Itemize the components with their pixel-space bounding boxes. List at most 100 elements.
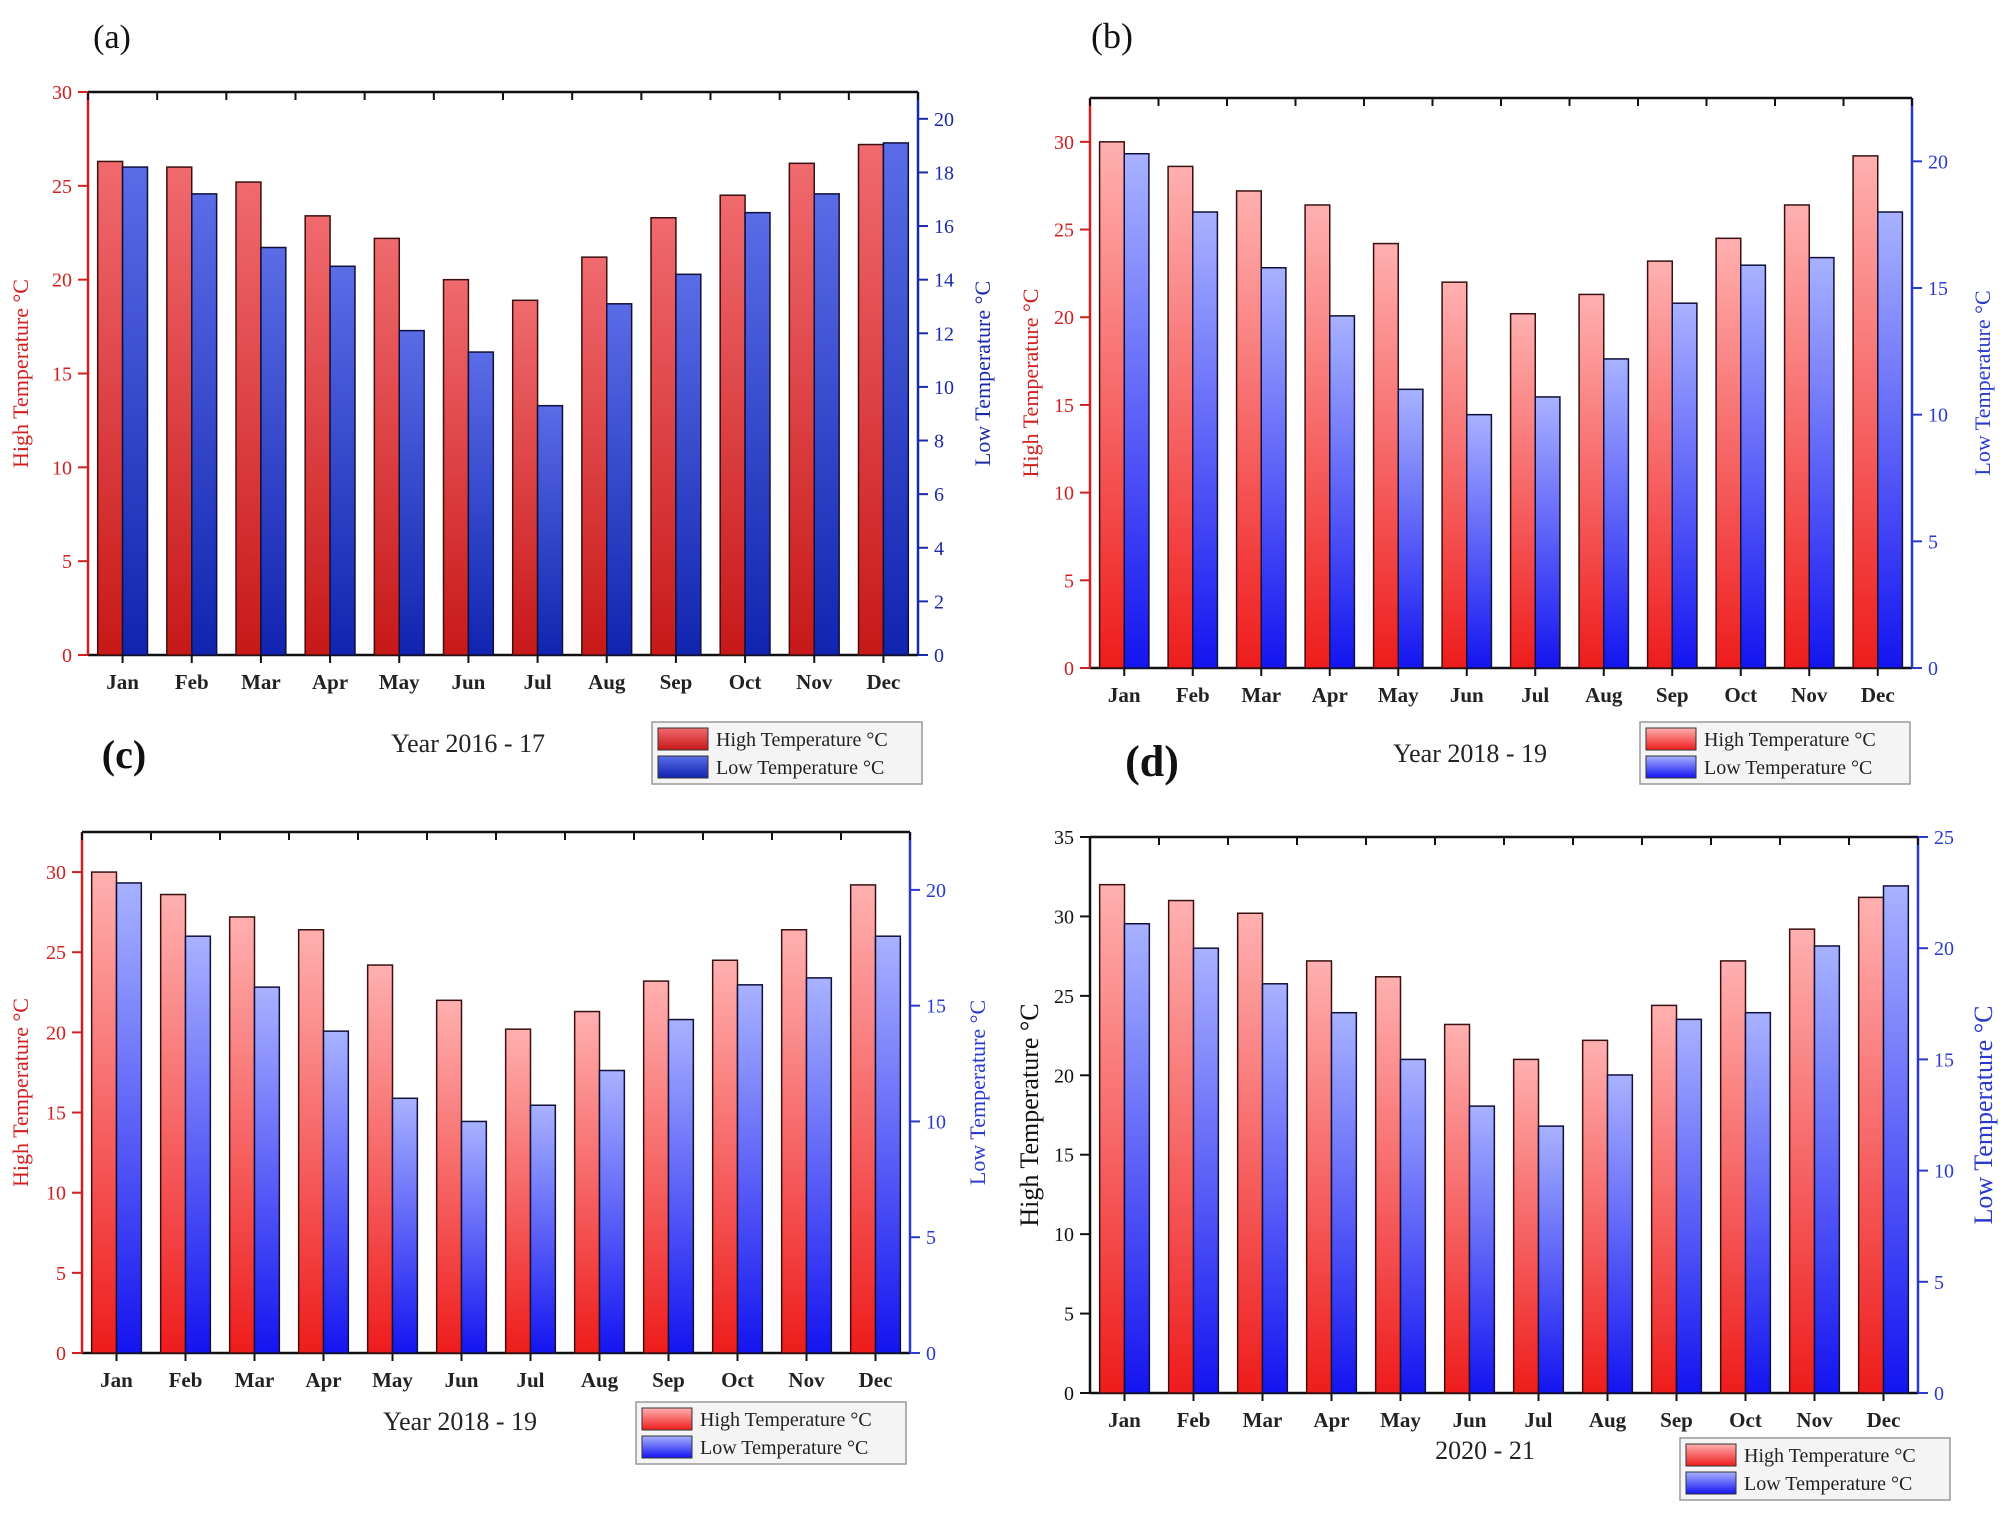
right-tick-label: 2 — [934, 591, 944, 613]
x-tick-label: Sep — [1660, 1408, 1693, 1432]
chart-title: 2020 - 21 — [1435, 1436, 1535, 1465]
bar-low-oct — [1740, 264, 1767, 669]
legend-label-high: High Temperature °C — [1744, 1445, 1916, 1467]
bar-high-jun — [1441, 281, 1468, 669]
bar-low-apr — [1330, 1011, 1358, 1394]
x-tick-label: Apr — [1312, 683, 1348, 707]
right-tick-label: 0 — [1934, 1383, 1944, 1405]
chart-title: Year 2016 - 17 — [391, 729, 545, 758]
bar-low-feb — [1192, 211, 1219, 669]
left-tick-label: 25 — [1054, 986, 1074, 1008]
bar-high-jul — [1509, 312, 1536, 669]
left-tick-label: 20 — [52, 270, 72, 292]
bar-low-feb — [184, 935, 212, 1354]
legend-label-high: High Temperature °C — [716, 729, 888, 751]
x-tick-label: Apr — [312, 670, 348, 694]
legend: High Temperature °C Low Temperature °C — [635, 1401, 907, 1465]
left-tick-label: 30 — [1054, 132, 1074, 154]
left-tick-label: 15 — [52, 364, 72, 386]
x-tick-label: Feb — [169, 1368, 203, 1392]
chart-title: Year 2018 - 19 — [1393, 739, 1547, 768]
bar-high-may — [1374, 976, 1402, 1394]
bar-high-oct — [719, 194, 746, 656]
left-tick-label: 20 — [46, 1022, 66, 1044]
bar-high-jun — [1443, 1023, 1471, 1394]
x-tick-label: Jan — [106, 670, 139, 694]
legend-swatch-low — [1645, 755, 1697, 779]
bar-high-jul — [511, 299, 539, 656]
x-tick-label: Oct — [729, 670, 762, 694]
left-tick-label: 20 — [1054, 307, 1074, 329]
legend-label-low: Low Temperature °C — [716, 757, 884, 779]
bar-high-mar — [228, 916, 256, 1354]
bar-low-aug — [1603, 358, 1630, 669]
x-tick-label: Sep — [1656, 683, 1689, 707]
bar-high-mar — [1236, 912, 1264, 1394]
bar-low-sep — [667, 1018, 695, 1354]
chart-panel-d: (d) 0 5 10 15 20 25 30 35 0 5 10 15 20 25 Jan Feb Mar Apr M… — [1000, 737, 2008, 1511]
legend-label-low: Low Temperature °C — [1704, 757, 1872, 779]
right-tick-label: 15 — [1928, 278, 1948, 300]
bar-low-jun — [467, 351, 495, 656]
bar-high-feb — [166, 166, 193, 656]
right-tick-label: 18 — [934, 162, 954, 184]
y-axis-title: High Temperature °C — [8, 279, 33, 468]
bar-low-sep — [1675, 1018, 1703, 1394]
chart-a-svg: (a) 0 5 10 15 20 25 30 0 2 4 6 8 10 12 14 16 18 20 Jan Feb Ma… — [8, 19, 995, 785]
bar-high-jan — [96, 160, 124, 656]
bar-low-oct — [736, 984, 764, 1354]
right-tick-label: 20 — [934, 109, 954, 131]
bar-low-mar — [253, 986, 281, 1354]
right-tick-label: 15 — [1934, 1049, 1954, 1071]
bar-low-may — [1397, 388, 1424, 669]
bar-high-may — [1372, 242, 1399, 669]
bar-low-oct — [1744, 1011, 1772, 1394]
legend-label-high: High Temperature °C — [1704, 729, 1876, 751]
legend-label-high: High Temperature °C — [700, 1409, 872, 1431]
bar-high-apr — [297, 929, 325, 1354]
chart-c-svg: (c) 0 5 10 15 20 25 30 0 5 10 15 20 Jan Feb Mar Apr May Ju… — [8, 732, 990, 1465]
right-tick-label: 5 — [926, 1227, 936, 1249]
left-tick-label: 25 — [52, 176, 72, 198]
left-tick-label: 10 — [52, 457, 72, 479]
x-tick-label: Nov — [788, 1368, 825, 1392]
bar-high-nov — [780, 929, 808, 1354]
left-tick-label: 5 — [1064, 570, 1074, 592]
bar-low-dec — [882, 142, 910, 656]
left-tick-label: 35 — [1054, 827, 1074, 849]
bar-high-aug — [1581, 1039, 1609, 1394]
left-tick-label: 0 — [62, 645, 72, 667]
left-tick-label: 15 — [1054, 1145, 1074, 1167]
legend-swatch-high — [657, 727, 709, 751]
legend-swatch-high — [1685, 1443, 1737, 1467]
left-tick-label: 20 — [1054, 1065, 1074, 1087]
right-tick-label: 0 — [1928, 658, 1938, 680]
legend-swatch-high — [641, 1407, 693, 1431]
right-tick-label: 20 — [1928, 151, 1948, 173]
legend-swatch-low — [657, 755, 709, 779]
right-tick-label: 10 — [934, 377, 954, 399]
left-tick-label: 5 — [1064, 1304, 1074, 1326]
bar-low-jul — [1537, 1125, 1565, 1394]
left-tick-label: 10 — [1054, 483, 1074, 505]
left-tick-label: 10 — [46, 1183, 66, 1205]
legend-swatch-high — [1645, 727, 1697, 751]
left-tick-label: 30 — [52, 82, 72, 104]
bar-low-sep — [675, 273, 702, 656]
bar-high-jul — [1512, 1058, 1540, 1394]
bar-low-jan — [1123, 152, 1150, 669]
bar-low-nov — [1813, 945, 1841, 1394]
bar-low-jan — [121, 166, 149, 656]
x-tick-label: Dec — [1867, 1408, 1901, 1432]
x-tick-label: Nov — [1796, 1408, 1833, 1432]
bar-high-dec — [849, 884, 877, 1354]
bar-high-sep — [642, 980, 670, 1354]
x-tick-label: Oct — [1729, 1408, 1762, 1432]
x-tick-label: Aug — [1589, 1408, 1627, 1432]
left-tick-label: 5 — [62, 551, 72, 573]
x-tick-label: Jun — [445, 1368, 479, 1392]
y2-axis-title: Low Temperature °C — [965, 1000, 990, 1185]
bar-high-sep — [1650, 1004, 1678, 1394]
x-tick-label: May — [1380, 1408, 1421, 1432]
bar-low-jul — [529, 1104, 557, 1354]
